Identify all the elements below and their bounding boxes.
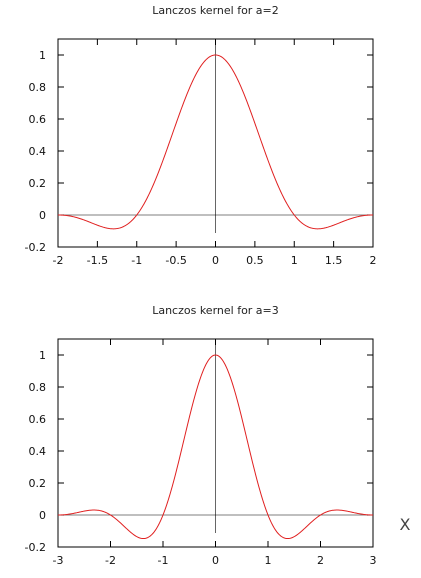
y-tick-label: 0.2 bbox=[29, 177, 47, 190]
y-tick-label: 1 bbox=[39, 49, 46, 62]
x-tick-label: -2 bbox=[53, 254, 64, 267]
x-tick-label: 0 bbox=[212, 554, 219, 567]
x-tick-label: -3 bbox=[53, 554, 64, 567]
x-tick-label: -0.5 bbox=[165, 254, 186, 267]
x-tick-label: -1 bbox=[158, 554, 169, 567]
side-x-label: X bbox=[400, 515, 411, 534]
x-tick-label: 2 bbox=[317, 554, 324, 567]
y-tick-label: 0.4 bbox=[29, 445, 47, 458]
y-tick-label: 0.4 bbox=[29, 145, 47, 158]
side-mark: _ bbox=[399, 567, 407, 578]
y-tick-label: 0.6 bbox=[29, 113, 47, 126]
x-tick-label: 1 bbox=[265, 554, 272, 567]
x-tick-label: 2 bbox=[370, 254, 377, 267]
x-tick-label: 1 bbox=[291, 254, 298, 267]
y-tick-label: 0 bbox=[39, 509, 46, 522]
x-tick-label: 0 bbox=[212, 254, 219, 267]
chart-bottom: Lanczos kernel for a=3 -3 -2 -1 0 1 2 3 -0.2 0 0.2… bbox=[25, 304, 377, 567]
series-line bbox=[58, 54, 373, 230]
y-tick-label: 0.6 bbox=[29, 413, 47, 426]
chart-title: Lanczos kernel for a=2 bbox=[152, 4, 279, 17]
chart-top: Lanczos kernel for a=2 -2 -1.5 -1 -0.5 0 0.5 1 1… bbox=[25, 4, 377, 267]
x-tick-label: 1.5 bbox=[325, 254, 343, 267]
y-tick-label: 1 bbox=[39, 349, 46, 362]
x-tick-label: -2 bbox=[105, 554, 116, 567]
y-tick-label: 0.8 bbox=[29, 381, 47, 394]
y-tick-label: 0.8 bbox=[29, 81, 47, 94]
x-tick-label: 0.5 bbox=[246, 254, 264, 267]
y-tick-label: -0.2 bbox=[25, 241, 46, 254]
x-tick-label: -1 bbox=[131, 254, 142, 267]
x-tick-label: 3 bbox=[370, 554, 377, 567]
y-tick-label: 0 bbox=[39, 209, 46, 222]
y-tick-label: -0.2 bbox=[25, 541, 46, 554]
chart-title: Lanczos kernel for a=3 bbox=[152, 304, 279, 317]
y-tick-label: 0.2 bbox=[29, 477, 47, 490]
x-tick-label: -1.5 bbox=[87, 254, 108, 267]
series-line bbox=[58, 354, 373, 540]
